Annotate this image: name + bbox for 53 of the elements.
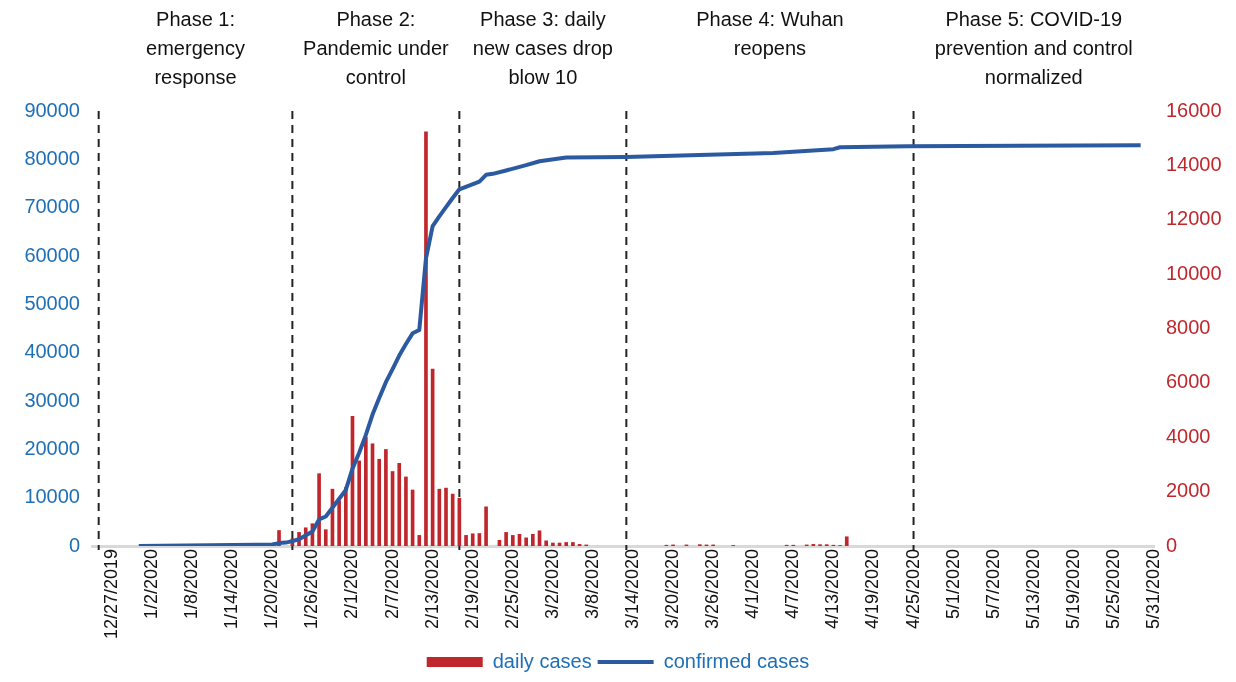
y-tick-label: 0 — [68, 533, 80, 556]
x-tick-label: 3/2/2020 — [541, 549, 562, 620]
y2-tick-label: 6000 — [1166, 370, 1211, 393]
y-tick-label: 30000 — [24, 388, 80, 411]
x-tick-label: 5/7/2020 — [982, 549, 1003, 620]
y-tick-label: 40000 — [24, 340, 80, 363]
y-tick-label: 60000 — [24, 243, 80, 266]
x-tick-label: 1/20/2020 — [261, 549, 282, 630]
x-tick-label: 1/26/2020 — [301, 549, 322, 630]
text: Phase 2: Pandemic under control — [303, 7, 450, 88]
x-tick-label: 3/8/2020 — [581, 549, 602, 620]
text: Phase 3: daily new cases drop blow 10 — [472, 7, 613, 88]
x-tick-label: 4/7/2020 — [782, 549, 803, 620]
x-tick-label: 1/8/2020 — [181, 549, 202, 620]
x-tick-label: 4/1/2020 — [742, 549, 763, 620]
y2-tick-label: 16000 — [1166, 98, 1222, 121]
y-tick-label: 20000 — [24, 436, 80, 459]
y-tick-label: 50000 — [24, 291, 80, 314]
x-tick-label: 5/1/2020 — [942, 549, 963, 620]
x-tick-label: 5/13/2020 — [1022, 549, 1043, 630]
x-tick-label: 5/19/2020 — [1062, 549, 1083, 630]
y-tick-label: 10000 — [24, 485, 80, 508]
x-tick-label: 2/25/2020 — [501, 549, 522, 630]
legend-label: daily cases — [492, 649, 592, 672]
y2-tick-label: 8000 — [1166, 316, 1211, 339]
x-tick-label: 2/19/2020 — [461, 549, 482, 630]
x-tick-label: 3/26/2020 — [702, 549, 723, 630]
x-tick-label: 4/19/2020 — [862, 549, 883, 630]
y-tick-label: 70000 — [24, 195, 80, 218]
y2-tick-label: 12000 — [1166, 207, 1222, 230]
x-tick-label: 2/1/2020 — [341, 549, 362, 620]
y2-tick-label: 0 — [1166, 533, 1178, 556]
y2-tick-label: 14000 — [1166, 152, 1222, 175]
x-tick-label: 4/25/2020 — [902, 549, 923, 630]
x-tick-label: 2/7/2020 — [381, 549, 402, 620]
y2-tick-label: 2000 — [1166, 479, 1211, 502]
x-tick-label: 5/25/2020 — [1102, 549, 1123, 630]
legend-label: confirmed cases — [663, 649, 810, 672]
x-tick-label: 4/13/2020 — [822, 549, 843, 630]
y2-tick-label: 10000 — [1166, 261, 1222, 284]
x-tick-label: 3/20/2020 — [662, 549, 683, 630]
x-tick-label: 1/14/2020 — [221, 549, 242, 630]
x-tick-label: 12/27/2019 — [101, 549, 122, 640]
x-tick-label: 1/2/2020 — [141, 549, 162, 620]
x-tick-label: 3/14/2020 — [621, 549, 642, 630]
y-tick-label: 90000 — [24, 98, 80, 121]
text: Phase 4: Wuhan reopens — [696, 7, 844, 59]
y-tick-label: 80000 — [24, 146, 80, 169]
x-tick-label: 5/31/2020 — [1142, 549, 1163, 630]
y2-tick-label: 4000 — [1166, 424, 1211, 447]
text: Phase 5: COVID-19 prevention and control normalized — [934, 7, 1133, 88]
x-tick-label: 2/13/2020 — [421, 549, 442, 630]
text: Phase 1: emergency response — [146, 7, 245, 88]
